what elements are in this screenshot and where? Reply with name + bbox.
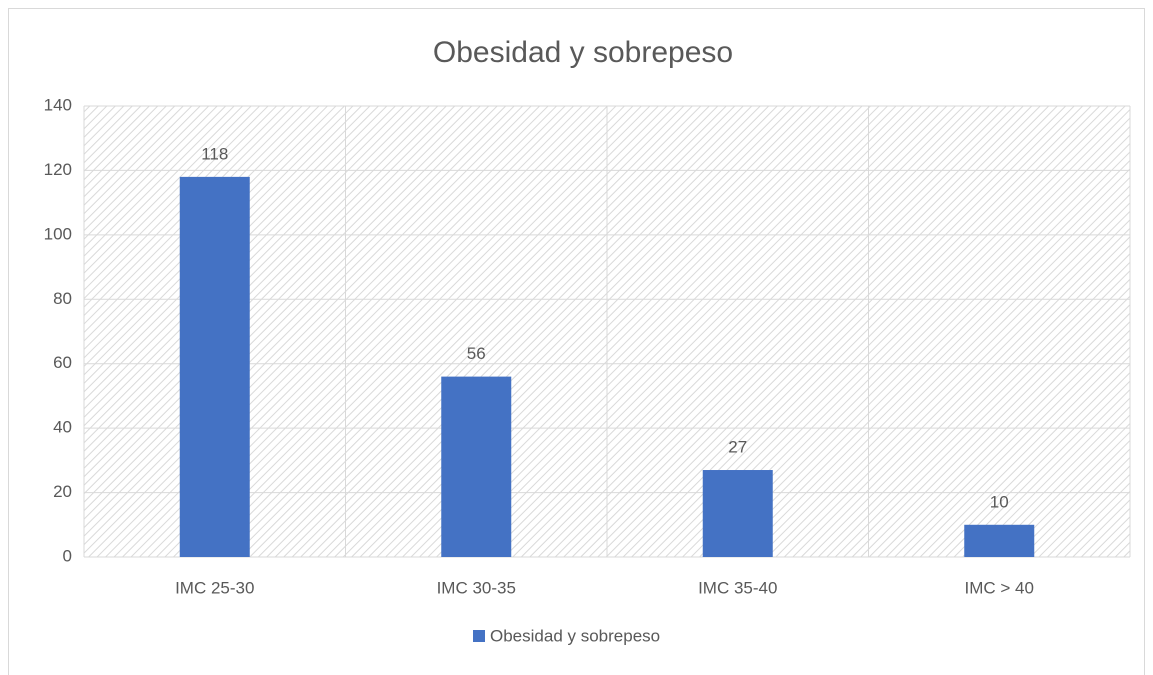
x-tick-label: IMC 30-35 xyxy=(437,578,516,597)
bar xyxy=(964,524,1035,557)
bar xyxy=(702,470,773,557)
x-tick-label: IMC 25-30 xyxy=(175,578,254,597)
data-label: 56 xyxy=(467,344,486,363)
bar xyxy=(179,176,250,557)
data-label: 118 xyxy=(201,144,228,163)
y-tick-label: 40 xyxy=(53,418,72,437)
bar xyxy=(441,376,512,557)
chart-title: Obesidad y sobrepeso xyxy=(433,36,733,69)
x-tick-label: IMC 35-40 xyxy=(698,578,777,597)
y-tick-label: 100 xyxy=(44,224,72,243)
x-tick-label: IMC > 40 xyxy=(965,578,1034,597)
y-tick-label: 60 xyxy=(53,353,72,372)
y-tick-label: 120 xyxy=(44,160,72,179)
legend-swatch xyxy=(473,630,485,642)
data-label: 27 xyxy=(728,438,747,457)
y-tick-label: 140 xyxy=(44,95,72,114)
data-label: 10 xyxy=(990,492,1009,511)
legend-label: Obesidad y sobrepeso xyxy=(490,626,660,645)
y-tick-label: 20 xyxy=(53,482,72,501)
y-tick-label: 0 xyxy=(63,546,72,565)
y-tick-label: 80 xyxy=(53,289,72,308)
